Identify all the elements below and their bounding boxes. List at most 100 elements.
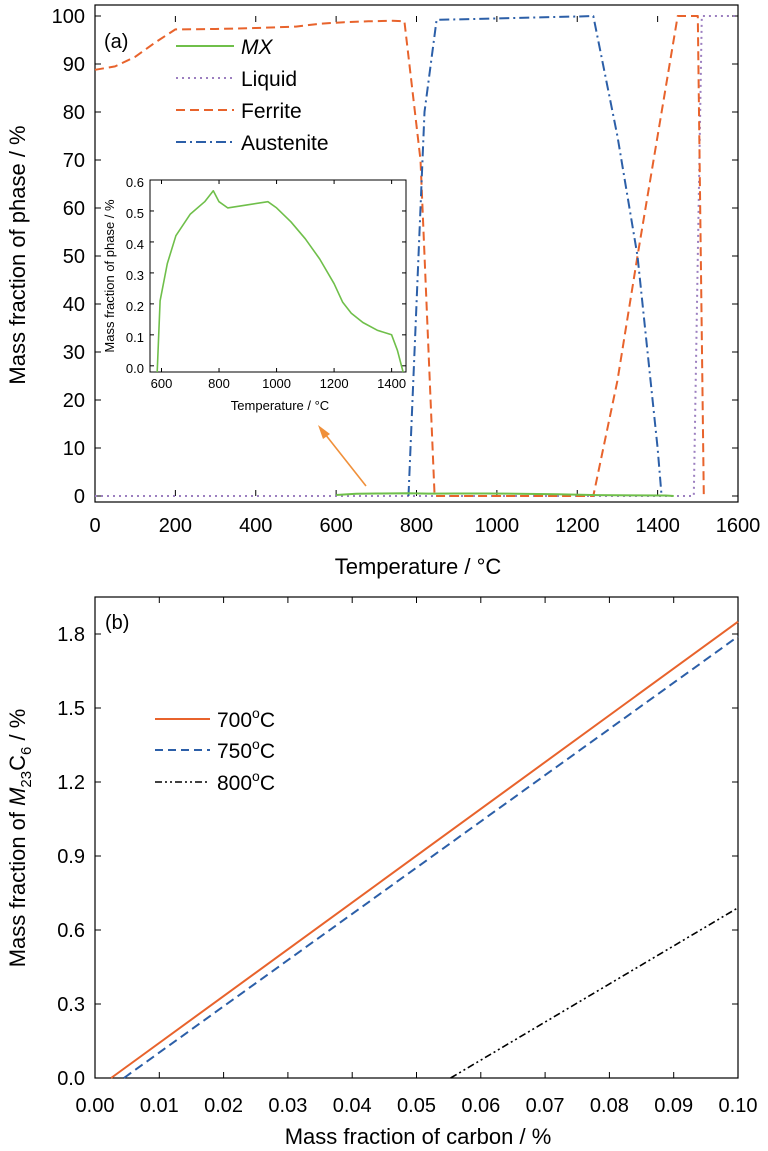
legend-item-750c: 750oC [155,736,275,763]
panel-a-x-tick-label: 600 [319,515,352,537]
inset-y-tick-label: 0.2 [126,299,144,314]
inset-y-tick-label: 0.1 [126,330,144,345]
panel-b-x-tick-label: 0.08 [590,1095,629,1117]
legend-label-mx: MX [241,36,273,59]
panel-b-x-tick-label: 0.02 [204,1095,243,1117]
panel-a-y-tick-label: 10 [63,438,85,460]
series-750c-line [123,635,739,1079]
panel-b-legend: 700oC 750oC 800oC [155,705,275,795]
series-mx-line [336,492,674,497]
panel-a-x-axis-title: Temperature / °C [335,554,502,579]
legend-label-700c: 700oC [217,705,275,732]
inset-x-tick-label: 1400 [377,376,406,391]
legend-item-700c: 700oC [155,705,275,732]
panel-b-x-axis-title: Mass fraction of carbon / % [285,1124,552,1149]
series-ferrite-line [94,15,705,497]
panel-b-x-tick-label: 0.03 [268,1095,307,1117]
panel-b-x-tick-label: 0.07 [526,1095,565,1117]
inset-y-tick-label: 0.6 [126,175,144,190]
series-700c-line [110,620,739,1079]
panel-b-x-tick-label: 0.04 [333,1095,372,1117]
legend-item-800c: 800oC [155,768,275,795]
panel-a-label: (a) [104,31,128,53]
panel-a-y-tick-label: 40 [63,294,85,316]
panel-a-frame [94,4,739,503]
panel-a-y-tick-label: 20 [63,390,85,412]
panel-a-x-tick-label: 1200 [555,515,600,537]
panel-a-y-tick-label: 100 [52,6,85,28]
panel-a-x-tick-label: 1600 [716,515,761,537]
panel-b-label: (b) [105,612,129,634]
panel-a-y-tick-label: 90 [63,54,85,76]
legend-label-liquid: Liquid [241,68,297,91]
legend-item-liquid: Liquid [176,68,297,91]
legend-item-austenite: Austenite [176,132,329,155]
panel-a-x-tick-label: 1400 [635,515,680,537]
panel-b-y-tick-label: 1.2 [57,772,85,794]
panel-a-y-tick-label: 80 [63,102,85,124]
inset-ticks: 600 800 1000 1200 1400 0.0 0.1 0.2 0.3 0.4 0.5 0.6 [126,175,406,391]
panel-a-ticks: 0 200 400 600 800 1000 1200 1400 1600 0 10 20 30 40 50… [52,6,761,537]
legend-item-mx: MX [176,36,273,59]
panel-a-y-axis-title: Mass fraction of phase / % [5,125,30,384]
inset-y-tick-label: 0.3 [126,268,144,283]
inset-x-axis-title: Temperature / °C [231,398,329,413]
panel-a-x-tick-label: 400 [239,515,272,537]
panel-a-y-tick-label: 30 [63,342,85,364]
panel-b-series [110,620,739,1079]
panel-a-x-tick-label: 1000 [475,515,520,537]
panel-a-y-tick-label: 60 [63,198,85,220]
panel-a-x-tick-label: 200 [159,515,192,537]
panel-a-x-tick-label: 800 [400,515,433,537]
panel-a-x-axis-title-text: Temperature / °C [335,554,502,579]
panel-a-y-tick-label: 70 [63,150,85,172]
inset-x-tick-label: 1000 [262,376,291,391]
panel-a-y-tick-label: 0 [74,486,85,508]
panel-a-inset: 600 800 1000 1200 14000.00.10.20.30.40.50.6 … [102,175,407,413]
inset-x-tick-label: 1200 [320,376,349,391]
panel-b-y-tick-label: 1.5 [57,698,85,720]
legend-label-750c: 750oC [217,736,275,763]
legend-item-ferrite: Ferrite [176,100,302,123]
inset-series [156,190,404,373]
inset-y-axis-title: Mass fraction of phase / % [102,199,117,353]
panel-b-x-tick-label: 0.06 [461,1095,500,1117]
inset-y-tick-label: 0.4 [126,237,144,252]
inset-y-tick-label: 0.5 [126,206,144,221]
panel-b-ticks: 0.00 0.01 0.02 0.03 0.04 0.05 0.06 0.07 0.08 0.09… [57,597,757,1117]
panel-a-x-tick-label: 0 [89,515,100,537]
legend-label-ferrite: Ferrite [241,100,302,123]
y-title-species: M [5,787,30,806]
y-title-suffix: / % [5,709,30,747]
inset-x-tick-label: 800 [208,376,230,391]
panel-b-y-tick-label: 0.3 [57,994,85,1016]
panel-b-frame [94,596,739,1079]
panel-b-x-tick-label: 0.00 [76,1095,115,1117]
panel-b-y-tick-label: 0.0 [57,1068,85,1090]
panel-a-series [94,15,738,497]
legend-label-800c: 800oC [217,768,275,795]
legend-label-austenite: Austenite [241,132,329,155]
panel-b-x-tick-label: 0.10 [719,1095,758,1117]
y-title-prefix: Mass fraction of [5,806,30,967]
panel-a-legend: MX Liquid Ferrite Austenite [176,36,329,155]
panel-a-y-tick-label: 50 [63,246,85,268]
inset-y-tick-label: 0.0 [126,361,144,376]
y-title-sub2: 6 [18,747,35,755]
panel-b-x-tick-label: 0.01 [140,1095,179,1117]
series-austenite-line [407,15,663,497]
panel-b-chart: 0.00 0.01 0.02 0.03 0.04 0.05 0.06 0.07 0.08 0.09… [5,596,757,1149]
inset-pointer-arrow [318,425,367,487]
y-title-mid: C [5,755,30,771]
panel-a-chart: 0 200 400 600 800 1000 1200 1400 1600 0 10 20 30 40 50… [5,4,761,579]
panel-b-x-tick-label: 0.05 [397,1095,436,1117]
inset-series-mx-line [156,190,404,373]
series-800c-line [450,907,739,1079]
panel-b-y-tick-label: 0.6 [57,920,85,942]
inset-x-tick-label: 600 [151,376,173,391]
y-title-sub1: 23 [18,771,35,788]
panel-b-x-tick-label: 0.09 [654,1095,693,1117]
panel-b-y-tick-label: 1.8 [57,624,85,646]
panel-b-y-axis-title: Mass fraction of M23C6 / % [5,709,35,968]
